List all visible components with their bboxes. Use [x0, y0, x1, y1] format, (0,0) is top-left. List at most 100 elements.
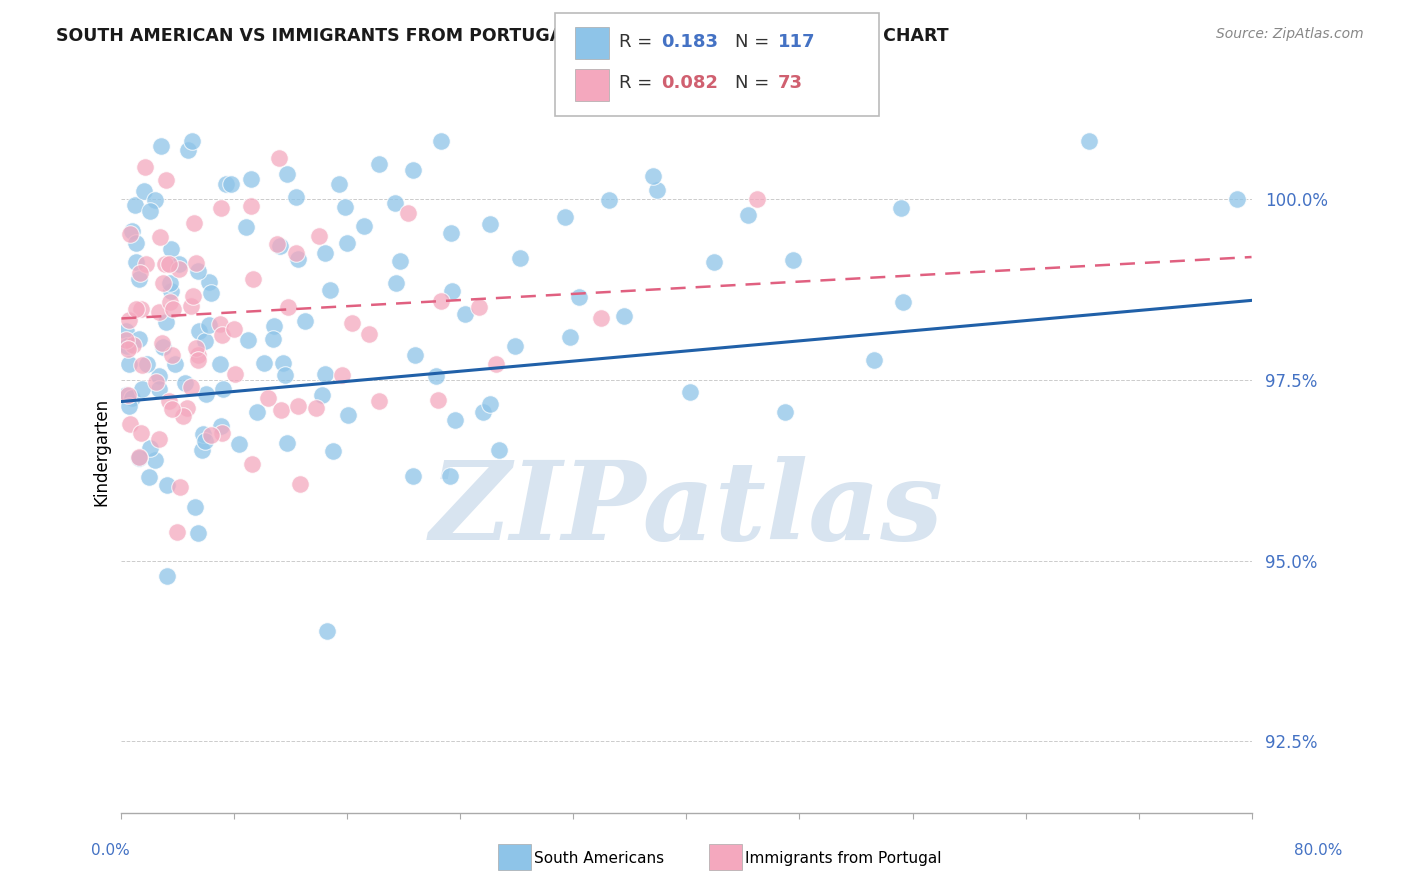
- Point: [160, 401, 183, 416]
- Point: [150, 335, 173, 350]
- Point: [115, 338, 138, 352]
- Point: [139, 441, 162, 455]
- Point: [155, 257, 177, 271]
- Point: [443, 413, 465, 427]
- Point: [484, 357, 506, 371]
- Point: [322, 443, 344, 458]
- Point: [263, 319, 285, 334]
- Point: [134, 160, 156, 174]
- Point: [169, 257, 191, 271]
- Point: [285, 190, 308, 204]
- Point: [429, 135, 451, 149]
- Point: [402, 469, 425, 483]
- Point: [745, 192, 768, 206]
- Point: [187, 264, 209, 278]
- Point: [162, 302, 184, 317]
- Point: [402, 162, 425, 177]
- Point: [430, 293, 453, 308]
- Point: [187, 324, 209, 338]
- Point: [176, 401, 198, 415]
- Point: [270, 402, 292, 417]
- Point: [128, 272, 150, 286]
- Point: [143, 193, 166, 207]
- Text: Immigrants from Portugal: Immigrants from Portugal: [745, 851, 942, 865]
- Point: [128, 450, 150, 465]
- Point: [641, 169, 664, 184]
- Point: [131, 358, 153, 372]
- Point: [242, 272, 264, 286]
- Point: [890, 201, 912, 215]
- Point: [120, 417, 142, 431]
- Point: [194, 386, 217, 401]
- Point: [160, 243, 183, 257]
- Point: [194, 434, 217, 448]
- Point: [467, 300, 489, 314]
- Point: [478, 397, 501, 411]
- Point: [155, 173, 177, 187]
- Point: [159, 294, 181, 309]
- Point: [479, 217, 502, 231]
- Point: [139, 203, 162, 218]
- Point: [160, 285, 183, 299]
- Point: [183, 216, 205, 230]
- Point: [276, 436, 298, 450]
- Point: [180, 300, 202, 314]
- Point: [287, 399, 309, 413]
- Point: [117, 388, 139, 402]
- Point: [209, 201, 232, 215]
- Point: [314, 367, 336, 381]
- Point: [149, 229, 172, 244]
- Point: [131, 382, 153, 396]
- Text: South Americans: South Americans: [534, 851, 665, 865]
- Point: [560, 330, 582, 344]
- Point: [236, 333, 259, 347]
- Point: [554, 210, 576, 224]
- Point: [209, 317, 232, 331]
- Point: [180, 380, 202, 394]
- Point: [125, 235, 148, 250]
- Point: [143, 453, 166, 467]
- Text: N =: N =: [735, 74, 769, 93]
- Text: SOUTH AMERICAN VS IMMIGRANTS FROM PORTUGAL KINDERGARTEN CORRELATION CHART: SOUTH AMERICAN VS IMMIGRANTS FROM PORTUG…: [56, 27, 949, 45]
- Point: [340, 316, 363, 330]
- Point: [425, 369, 447, 384]
- Point: [128, 450, 150, 464]
- Point: [200, 427, 222, 442]
- Point: [124, 198, 146, 212]
- Point: [598, 193, 620, 207]
- Point: [181, 135, 204, 149]
- Point: [440, 284, 463, 298]
- Point: [773, 405, 796, 419]
- Point: [862, 353, 884, 368]
- Point: [174, 376, 197, 391]
- Point: [440, 226, 463, 240]
- Point: [239, 199, 262, 213]
- Point: [1226, 192, 1249, 206]
- Point: [294, 314, 316, 328]
- Point: [276, 167, 298, 181]
- Point: [169, 480, 191, 494]
- Point: [367, 157, 389, 171]
- Point: [125, 302, 148, 317]
- Point: [246, 404, 269, 418]
- Text: R =: R =: [619, 33, 652, 51]
- Point: [200, 286, 222, 301]
- Point: [509, 251, 531, 265]
- Point: [156, 478, 179, 492]
- Point: [389, 253, 412, 268]
- Point: [184, 500, 207, 514]
- Point: [191, 442, 214, 457]
- Point: [117, 342, 139, 356]
- Point: [427, 392, 450, 407]
- Point: [148, 305, 170, 319]
- Point: [568, 290, 591, 304]
- Point: [166, 524, 188, 539]
- Point: [187, 348, 209, 362]
- Point: [131, 425, 153, 440]
- Text: 0.183: 0.183: [661, 33, 718, 51]
- Point: [385, 276, 408, 290]
- Point: [156, 569, 179, 583]
- Point: [212, 383, 235, 397]
- Point: [679, 384, 702, 399]
- Point: [319, 284, 342, 298]
